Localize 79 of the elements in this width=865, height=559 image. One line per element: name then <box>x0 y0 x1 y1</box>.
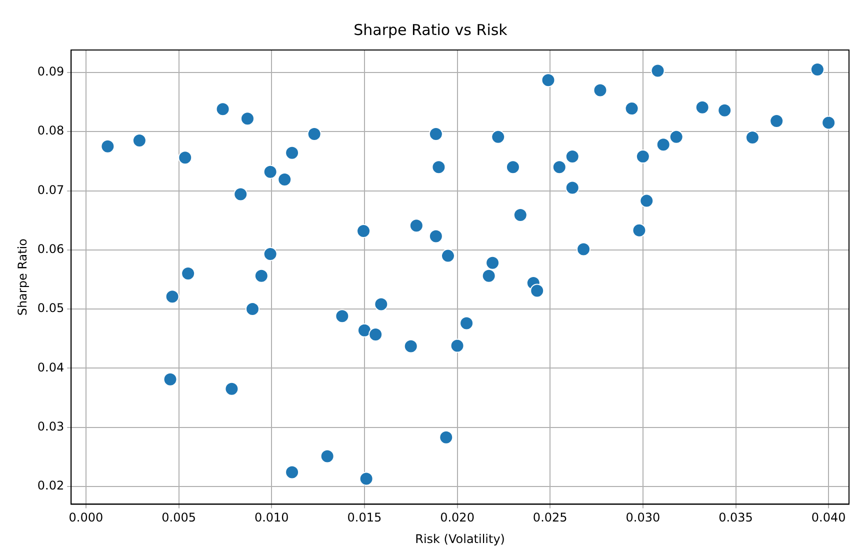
y-tick-label: 0.03 <box>37 419 64 434</box>
x-axis-title: Risk (Volatility) <box>415 532 505 546</box>
point <box>810 62 824 77</box>
y-axis-title: Sharpe Ratio <box>15 238 30 316</box>
point <box>181 266 196 281</box>
point <box>541 73 556 88</box>
point <box>695 100 710 114</box>
point <box>565 149 580 164</box>
point <box>432 160 446 174</box>
y-tick-label: 0.06 <box>37 242 64 256</box>
y-tick-label: 0.08 <box>37 124 64 138</box>
y-tick-label: 0.07 <box>37 182 64 197</box>
point <box>513 208 528 222</box>
point <box>178 150 192 165</box>
point <box>404 339 418 354</box>
point <box>491 130 506 144</box>
point <box>132 133 146 148</box>
x-tick-label: 0.000 <box>68 510 104 525</box>
x-tick-label: 0.025 <box>532 510 568 525</box>
point <box>439 430 454 444</box>
point <box>506 160 520 174</box>
x-tick-label: 0.020 <box>440 510 474 525</box>
point <box>770 114 784 128</box>
x-tick-label: 0.030 <box>626 510 660 525</box>
point <box>460 316 474 330</box>
point <box>335 309 350 324</box>
point <box>216 102 230 116</box>
x-tick-label: 0.035 <box>718 510 753 525</box>
point <box>565 180 580 195</box>
point <box>409 218 424 233</box>
point <box>632 223 646 238</box>
point <box>240 112 254 126</box>
point <box>368 327 383 342</box>
point <box>224 382 239 396</box>
point <box>359 472 374 486</box>
point <box>650 64 665 78</box>
point <box>428 229 443 244</box>
point <box>263 164 278 179</box>
point <box>530 284 544 298</box>
x-tick-label: 0.040 <box>811 510 846 525</box>
point <box>440 248 455 263</box>
point <box>656 138 670 152</box>
point <box>165 290 180 304</box>
x-tick-label: 0.010 <box>254 510 289 525</box>
point <box>246 302 260 316</box>
point <box>718 103 732 118</box>
point <box>428 126 443 141</box>
point <box>624 102 639 116</box>
point <box>307 126 322 141</box>
point <box>745 130 760 145</box>
point <box>576 242 591 256</box>
point <box>100 139 115 154</box>
point <box>278 172 292 187</box>
y-tick-label: 0.09 <box>37 64 64 79</box>
point <box>234 187 248 202</box>
point <box>163 372 178 386</box>
y-tick-label: 0.04 <box>37 360 64 374</box>
point <box>285 146 300 160</box>
point <box>552 160 566 174</box>
point <box>356 224 371 238</box>
x-tick-label: 0.005 <box>162 510 196 525</box>
chart-title: Sharpe Ratio vs Risk <box>354 20 508 39</box>
point <box>263 247 278 262</box>
point <box>636 149 650 164</box>
y-tick-label: 0.02 <box>37 478 64 493</box>
point <box>320 449 334 464</box>
point <box>593 83 608 98</box>
y-tick-label: 0.05 <box>37 301 64 316</box>
point <box>640 194 654 208</box>
point <box>450 338 464 353</box>
point <box>285 465 300 480</box>
point <box>822 116 836 130</box>
point <box>254 268 268 283</box>
x-tick-label: 0.015 <box>347 510 382 525</box>
point <box>374 297 388 312</box>
point <box>486 256 500 270</box>
point <box>669 130 684 144</box>
point <box>357 323 372 338</box>
point <box>482 268 496 283</box>
